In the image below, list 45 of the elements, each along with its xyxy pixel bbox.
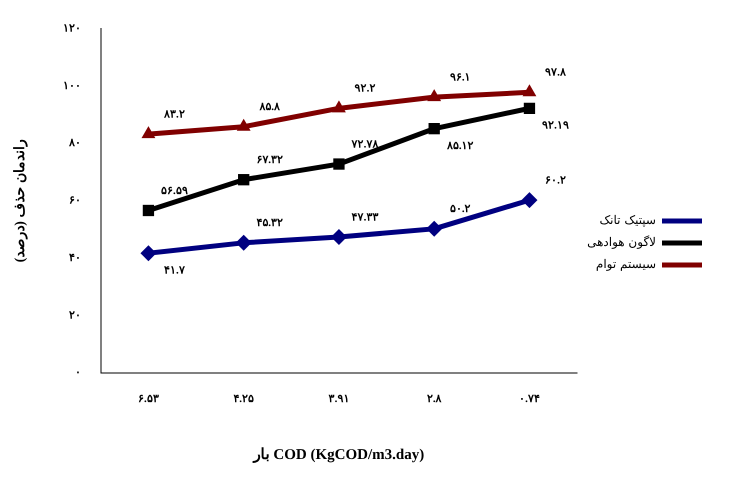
data-label: ۴۷.۳۳ — [352, 211, 378, 224]
point — [236, 234, 252, 251]
legend-label: سیستم توام — [596, 257, 656, 272]
x-tick-label: ۴.۲۵ — [233, 393, 254, 406]
data-label: ۹۲.۲ — [354, 82, 376, 95]
x-tick-label: ۲.۸ — [426, 393, 442, 406]
y-tick-label: ۱۰۰ — [62, 80, 81, 92]
point — [521, 192, 538, 208]
point — [522, 84, 536, 96]
point — [426, 220, 442, 237]
point — [332, 100, 346, 112]
data-label: ۹۲.۱۹ — [542, 120, 569, 132]
point — [428, 122, 440, 134]
legend-label: لاگون هوادهی — [587, 235, 656, 250]
data-label: ۴۱.۷ — [164, 264, 185, 277]
data-label: ۷۲.۷۸ — [350, 138, 378, 150]
data-label: ۸۳.۲ — [163, 108, 185, 120]
data-label: ۸۵.۸ — [258, 101, 280, 114]
y-tick-label: ۶۰ — [68, 194, 81, 207]
data-label: ۶۰.۲ — [545, 174, 566, 186]
point — [238, 174, 250, 186]
point — [236, 118, 251, 131]
data-label: ۹۶.۱ — [450, 71, 471, 84]
point — [142, 126, 156, 138]
point — [142, 204, 154, 216]
point — [140, 245, 156, 262]
point — [333, 158, 345, 170]
data-label: ۸۵.۱۲ — [446, 140, 474, 152]
y-tick-label: ۰ — [74, 366, 81, 379]
x-tick-label: ۳.۹۱ — [328, 393, 350, 406]
data-label: ۶۷.۳۲ — [256, 154, 284, 166]
data-label: ۵۰.۲ — [450, 203, 471, 216]
y-axis-title: راندمان حذف (درصد) — [13, 139, 28, 262]
point — [427, 89, 442, 102]
data-label: ۵۶.۵۹ — [161, 184, 188, 197]
x-tick-label: ۶.۵۳ — [138, 393, 159, 406]
y-tick-label: ۲۰ — [68, 309, 81, 322]
y-tick-label: ۸۰ — [68, 137, 81, 150]
y-tick-label: ۱۲۰ — [62, 22, 81, 34]
legend-label: سپتیک تانک — [599, 213, 656, 228]
x-tick-label: ۰.۷۴ — [519, 393, 540, 406]
y-tick-label: ۴۰ — [68, 252, 81, 264]
x-axis-title: بار COD (KgCOD/m3.day) — [252, 446, 424, 463]
data-label: ۹۷.۸ — [545, 66, 566, 79]
data-label: ۴۵.۳۲ — [256, 217, 284, 230]
